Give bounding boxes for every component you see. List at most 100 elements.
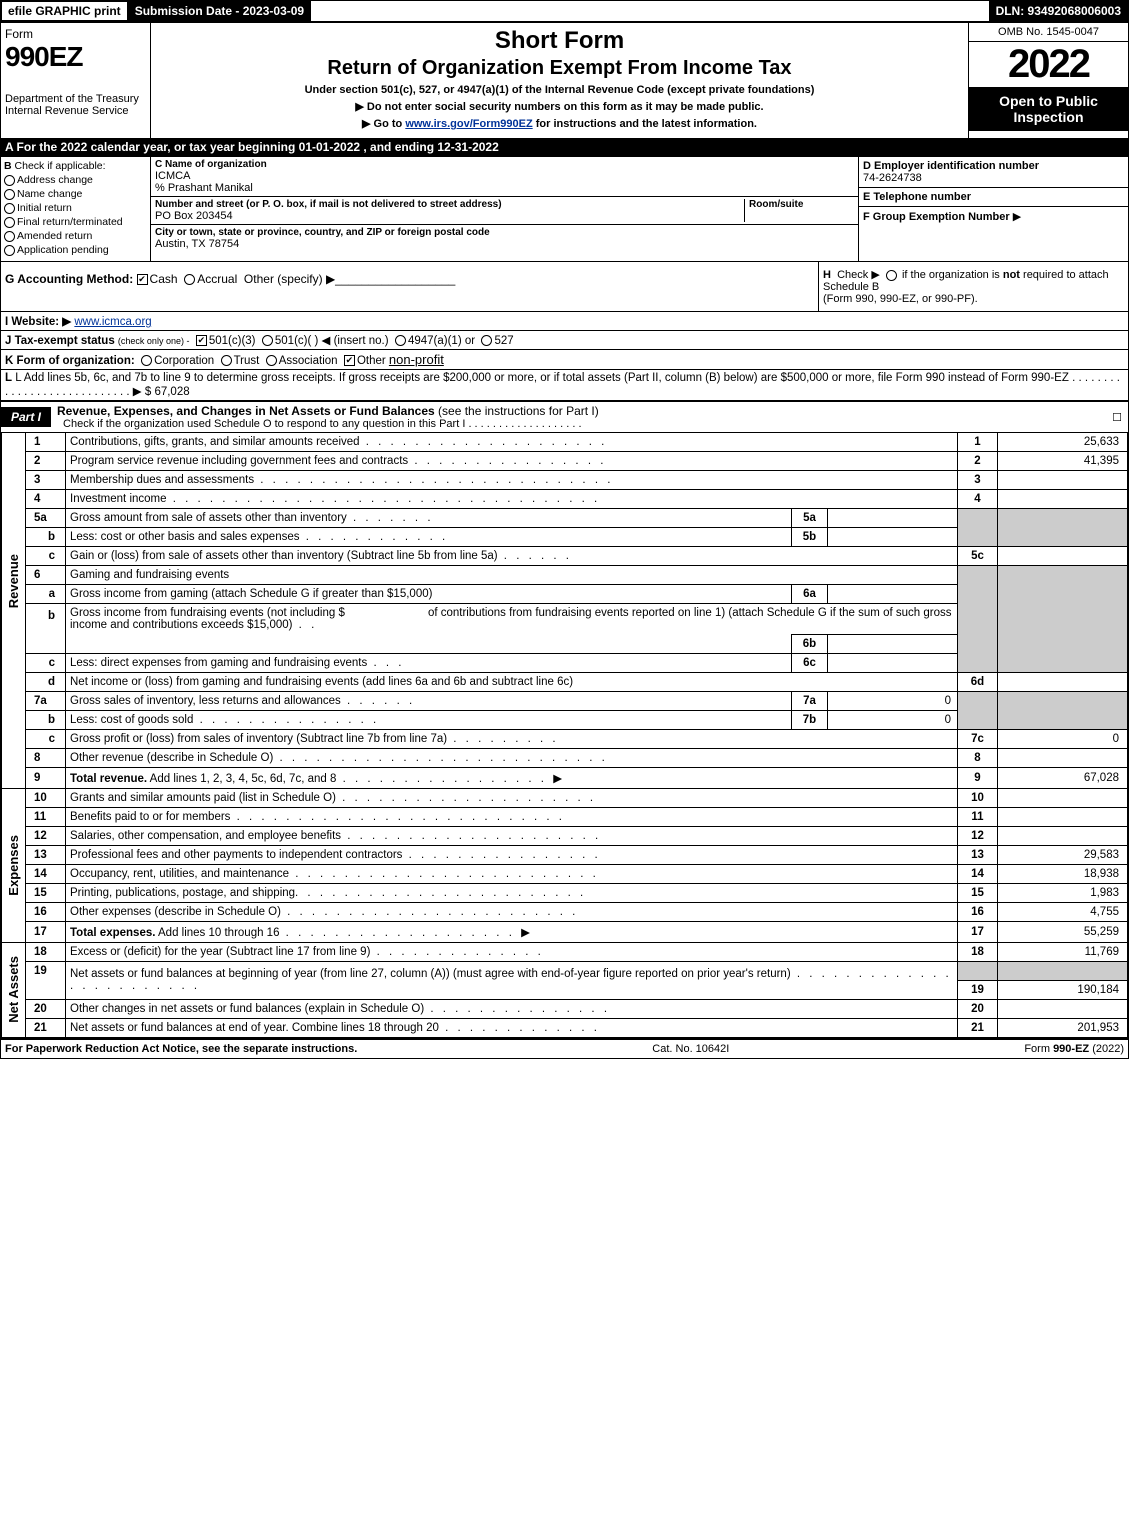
f-label: F Group Exemption Number [863,211,1010,223]
row-val [998,808,1128,827]
section-b-through-f: B Check if applicable: Address change Na… [1,156,1128,261]
part-1-checkbox[interactable]: ☐ [1104,411,1128,424]
row-box: 7c [958,730,998,749]
g-other-label: Other (specify) ▶ [244,272,335,286]
row-val [998,999,1128,1018]
row-num: 4 [26,490,66,509]
part-1-sub-text: Check if the organization used Schedule … [63,418,465,430]
opt-initial-return[interactable]: Initial return [4,202,147,214]
row-box: 15 [958,884,998,903]
row-subbox: 7a [792,692,828,711]
c-city-label: City or town, state or province, country… [155,227,854,238]
row-desc: Total expenses. Add lines 10 through 16 … [66,922,958,943]
col-def: D Employer identification number 74-2624… [858,157,1128,261]
table-row: Revenue 1 Contributions, gifts, grants, … [2,433,1128,452]
row-box: 13 [958,846,998,865]
grey-val [998,711,1128,730]
row-val: 25,633 [998,433,1128,452]
financial-table: Revenue 1 Contributions, gifts, grants, … [1,432,1128,1038]
k-other-checkbox[interactable] [344,355,355,366]
row-num: 3 [26,471,66,490]
opt-amended-return-label: Amended return [17,230,92,242]
topbar-spacer [311,1,988,21]
irs-link[interactable]: www.irs.gov/Form990EZ [405,118,532,130]
e-phone-row: E Telephone number [859,188,1128,207]
page-footer: For Paperwork Reduction Act Notice, see … [1,1038,1128,1058]
grey-box [958,654,998,673]
row-num: c [26,654,66,673]
row-desc: Gaming and fundraising events [66,566,958,585]
row-subval [828,528,958,547]
opt-final-return[interactable]: Final return/terminated [4,216,147,228]
l-amount: 67,028 [154,386,189,398]
table-row: 16 Other expenses (describe in Schedule … [2,903,1128,922]
h-not: not [1003,269,1020,281]
grey-val [998,528,1128,547]
j-501c3-checkbox[interactable] [196,335,207,346]
row-box: 1 [958,433,998,452]
table-row: 21 Net assets or fund balances at end of… [2,1018,1128,1037]
g-cash-checkbox[interactable] [137,274,148,285]
row-desc: Membership dues and assessments . . . . … [66,471,958,490]
row-num: 19 [26,962,66,981]
row-box: 5c [958,547,998,566]
row-subval [828,585,958,604]
form-number: 990EZ [5,41,146,73]
opt-application-pending[interactable]: Application pending [4,244,147,256]
table-row: 4 Investment income . . . . . . . . . . … [2,490,1128,509]
tax-year: 2022 [969,42,1128,87]
row-val: 1,983 [998,884,1128,903]
k-trust-radio[interactable] [221,355,232,366]
form-title-1: Short Form [159,27,960,55]
b-check-label: Check if applicable: [15,160,106,172]
grey-box [958,604,998,635]
row-subval [828,635,958,654]
section-g-h: G Accounting Method: Cash Accrual Other … [1,261,1128,311]
row-num: b [26,711,66,730]
k-assoc-label: Association [279,355,338,367]
j-4947-radio[interactable] [395,335,406,346]
table-row: b Less: cost of goods sold . . . . . . .… [2,711,1128,730]
table-row: 8 Other revenue (describe in Schedule O)… [2,749,1128,768]
opt-amended-return[interactable]: Amended return [4,230,147,242]
l-text: L Add lines 5b, 6c, and 7b to line 9 to … [15,372,1069,384]
row-desc: Less: direct expenses from gaming and fu… [66,654,792,673]
g-cash-label: Cash [150,272,178,286]
care-of: % Prashant Manikal [155,182,854,194]
table-row: b Less: cost or other basis and sales ex… [2,528,1128,547]
k-assoc-radio[interactable] [266,355,277,366]
efile-print-label[interactable]: efile GRAPHIC print [1,1,128,21]
row-box: 8 [958,749,998,768]
g-accrual-radio[interactable] [184,274,195,285]
grey-val [998,654,1128,673]
opt-address-change[interactable]: Address change [4,174,147,186]
table-row: 2 Program service revenue including gove… [2,452,1128,471]
g-other-line: __________________ [335,272,455,286]
d-ein-row: D Employer identification number 74-2624… [859,157,1128,188]
j-527-radio[interactable] [481,335,492,346]
row-val [998,490,1128,509]
k-corp-radio[interactable] [141,355,152,366]
line-k-orgtype: K Form of organization: Corporation Trus… [1,349,1128,369]
row-num: 12 [26,827,66,846]
h-checkbox[interactable] [886,270,897,281]
part-1-sub: Check if the organization used Schedule … [57,418,1098,430]
row-box: 9 [958,768,998,789]
form-subtitle-1: Under section 501(c), 527, or 4947(a)(1)… [159,84,960,96]
table-row: c Gross profit or (loss) from sales of i… [2,730,1128,749]
row-num: 15 [26,884,66,903]
opt-name-change[interactable]: Name change [4,188,147,200]
row-subval [828,509,958,528]
row-box: 12 [958,827,998,846]
row-box: 3 [958,471,998,490]
k-other-value: non-profit [389,352,444,367]
part-1-title-text: Revenue, Expenses, and Changes in Net As… [57,404,435,418]
line-j-status: J Tax-exempt status (check only one) - 5… [1,330,1128,349]
website-link[interactable]: www.icmca.org [74,316,151,328]
j-501c-radio[interactable] [262,335,273,346]
grey-val [998,604,1128,635]
open-inspection-label: Open to Public Inspection [969,87,1128,131]
row-desc: Net assets or fund balances at end of ye… [66,1018,958,1037]
row-subbox: 6c [792,654,828,673]
top-bar: efile GRAPHIC print Submission Date - 20… [1,1,1128,21]
